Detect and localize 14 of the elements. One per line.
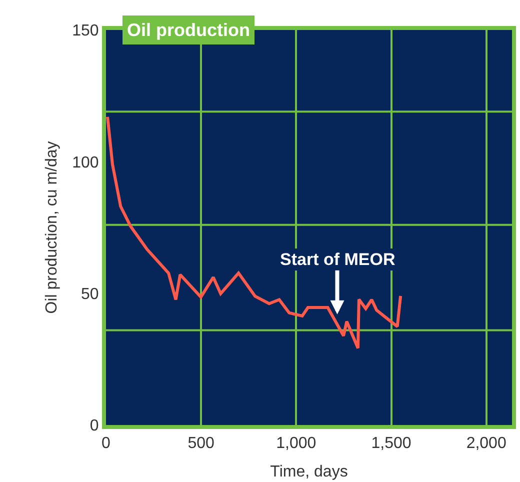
x-tick-label: 1,000 xyxy=(276,435,316,452)
y-tick-label: 100 xyxy=(72,154,99,172)
x-tick-label: 0 xyxy=(102,435,111,452)
y-tick-label: 0 xyxy=(90,418,99,435)
chart-title: Oil production xyxy=(127,20,250,40)
x-axis-title: Time, days xyxy=(270,463,348,480)
y-axis-title: Oil production, cu m/day xyxy=(43,141,60,314)
y-tick-label: 150 xyxy=(72,22,99,40)
x-tick-label: 1,500 xyxy=(371,435,412,452)
x-tick-label: 500 xyxy=(188,435,215,452)
line-series xyxy=(106,115,402,350)
annotation: Start of MEOR xyxy=(280,250,396,269)
y-tick-label: 50 xyxy=(81,286,99,303)
x-tick-label: 2,000 xyxy=(466,435,506,452)
